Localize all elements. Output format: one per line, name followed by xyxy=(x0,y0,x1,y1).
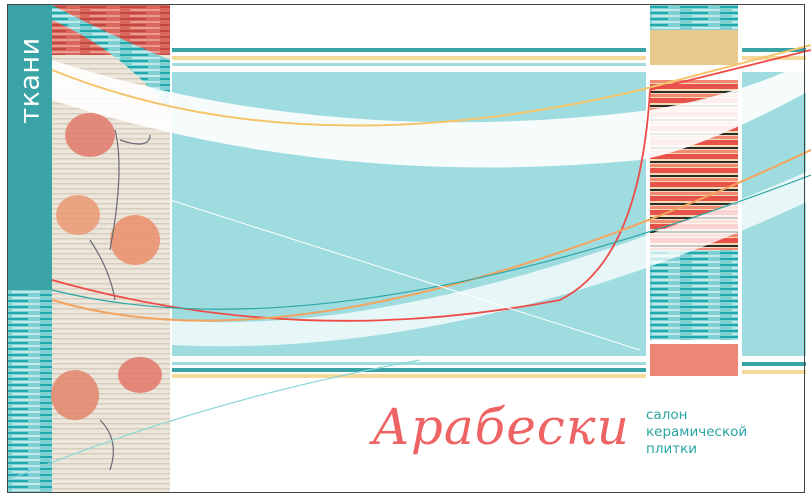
brand-tagline: салон керамической плитки xyxy=(646,407,747,458)
teal-tile xyxy=(650,250,738,340)
flower-illustrations xyxy=(51,113,162,471)
side-band-stripes xyxy=(8,290,52,493)
coral-tile xyxy=(650,344,738,376)
tagline-line: керамической xyxy=(646,424,748,440)
tagline-line: салон xyxy=(646,407,688,423)
side-band xyxy=(8,5,52,295)
tagline-line: плитки xyxy=(646,441,698,457)
teal-tile-strip xyxy=(52,5,170,110)
side-label: ткани xyxy=(10,30,50,130)
brand-logo-text: Арабески xyxy=(372,398,630,456)
side-label-text: ткани xyxy=(14,36,46,124)
